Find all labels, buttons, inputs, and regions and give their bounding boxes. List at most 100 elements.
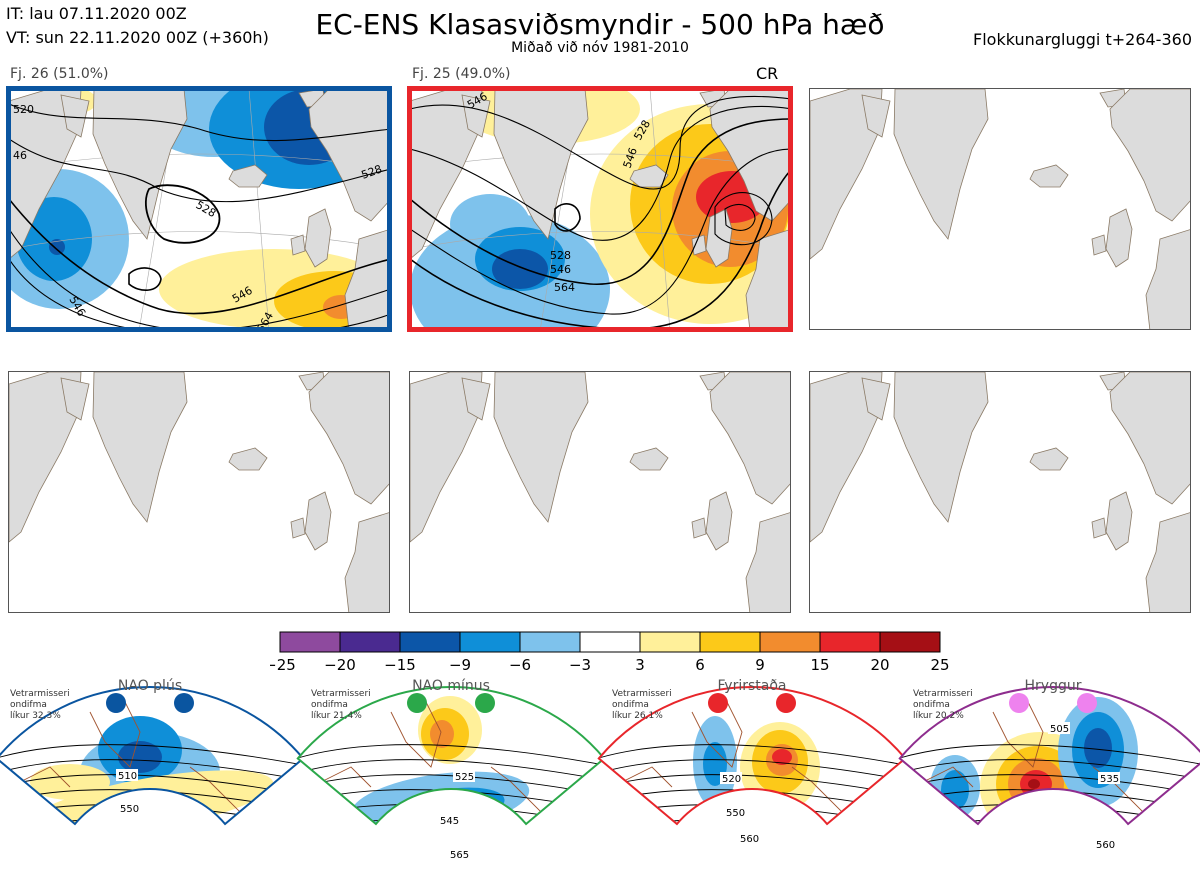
regime-note: líkur 21,4% <box>311 711 362 721</box>
regime-coast-greenland <box>89 701 141 768</box>
colorbar-swatch <box>639 631 701 653</box>
landmass-baffin <box>60 377 90 421</box>
regime-dot <box>174 693 194 713</box>
valid-time: VT: sun 22.11.2020 00Z (+360h) <box>6 28 269 47</box>
anomaly-area <box>49 239 65 255</box>
graticule-line <box>9 231 389 250</box>
regime-dot <box>106 693 126 713</box>
issue-time: IT: lau 07.11.2020 00Z <box>6 4 187 23</box>
cluster-map-1: 520 528 528 546 546 564 46 <box>8 88 390 330</box>
regime-dot <box>1077 693 1097 713</box>
regime-dot <box>475 693 495 713</box>
regime-anomaly <box>772 749 792 765</box>
landmass-baffin <box>60 94 90 138</box>
regime-dot <box>708 693 728 713</box>
height-contour <box>554 203 581 232</box>
landmass-ireland <box>691 517 707 539</box>
graticule-line <box>410 231 790 250</box>
regime-anomaly <box>430 720 454 748</box>
height-contour <box>9 198 389 315</box>
regime-contour <box>899 804 1200 825</box>
map-svg <box>410 372 790 612</box>
regime-label-bg <box>448 848 470 860</box>
regime-panel-1: 510 550 NAO plús Vetrarmisseriondifmalíkur … <box>0 678 305 826</box>
colorbar-svg: −25 −20 −15 −9 −6 −3 3 6 9 15 20 25 <box>264 631 950 674</box>
landmass-great-britain <box>304 491 332 551</box>
cluster-frame-2 <box>407 86 793 332</box>
colorbar-swatch <box>699 631 761 653</box>
regime-coast-america <box>621 766 673 788</box>
regime-outline <box>597 686 907 826</box>
empty-map-6 <box>809 371 1191 613</box>
regime-note: líkur 20,2% <box>913 711 964 721</box>
colorbar-swatch <box>279 631 341 653</box>
landmass-canada <box>810 89 883 260</box>
regime-outline <box>898 685 1200 826</box>
contour-label: 520 <box>13 103 34 116</box>
colorbar-swatch <box>579 631 641 653</box>
map-svg <box>810 89 1190 329</box>
landmass-baffin <box>861 377 891 421</box>
colorbar: −25 −20 −15 −9 −6 −3 3 6 9 15 20 25 <box>264 630 960 674</box>
regime-outline <box>0 686 305 826</box>
colorbar-tick-label: 9 <box>755 656 765 672</box>
landmass-canada <box>9 89 82 260</box>
height-contour <box>9 228 389 329</box>
regime-label-bg <box>1048 722 1070 734</box>
landmass-greenland <box>893 372 989 523</box>
regime-contour-label: 545 <box>440 816 459 827</box>
regime-note: ondifma <box>311 700 348 710</box>
regime-name: NAO plús <box>118 678 182 694</box>
height-contour <box>128 267 162 291</box>
regime-note: Vetrarmisseri <box>10 689 70 699</box>
anomaly-area <box>492 249 548 289</box>
contour-label: 46 <box>13 149 27 162</box>
regime-label-bg <box>118 802 140 814</box>
regime-label-bg <box>116 769 138 781</box>
regime-note: Vetrarmisseri <box>311 689 371 699</box>
regime-contour-label: 520 <box>722 774 741 785</box>
landmass-europe <box>745 512 790 612</box>
landmass-greenland <box>493 89 589 240</box>
empty-map-5 <box>409 371 791 613</box>
regime-coast-america <box>922 766 974 788</box>
landmass-iceland <box>629 164 669 188</box>
landmass-baffin <box>861 94 891 138</box>
landmass-europe <box>745 229 790 329</box>
cluster-window: Flokkunargluggi t+264-360 <box>973 30 1192 49</box>
regime-contour-label: 505 <box>1050 724 1069 735</box>
regime-label-bg <box>438 814 460 826</box>
landmass-canada <box>410 372 483 543</box>
regime-note: líkur 26,1% <box>612 711 663 721</box>
regime-anomaly <box>1084 728 1112 768</box>
colorbar-tick-label: −20 <box>324 656 356 672</box>
regime-contour <box>0 819 304 825</box>
regime-note: líkur 32,3% <box>10 711 61 721</box>
landmass-scandinavia <box>709 372 790 505</box>
landmass-iceland <box>1029 447 1069 471</box>
colorbar-swatch <box>339 631 401 653</box>
regime-contour-label: 550 <box>726 808 745 819</box>
colorbar-swatch <box>879 631 941 653</box>
regime-contour <box>899 819 1200 825</box>
colorbar-tick-label: −15 <box>384 656 416 672</box>
land-group <box>9 89 389 329</box>
regime-label-bg <box>453 770 475 782</box>
height-contour <box>714 192 773 246</box>
regime-contour-label: 565 <box>450 850 469 861</box>
empty-map-4 <box>8 371 390 613</box>
page-title: EC-ENS Klasasviðsmyndir - 500 hPa hæð <box>315 8 885 41</box>
regime-name: NAO mínus <box>412 678 490 694</box>
regime-anomaly <box>30 764 110 800</box>
landmass-canada <box>810 372 883 543</box>
landmass-iceland <box>1029 164 1069 188</box>
regime-coast-greenland <box>992 701 1044 768</box>
regime-coast-america <box>320 766 372 788</box>
regime-anomaly <box>432 792 488 812</box>
regime-coast-america <box>19 766 71 788</box>
land-group <box>810 372 1190 612</box>
regime-contour <box>863 835 1200 862</box>
colorbar-tick-label: 25 <box>930 656 949 672</box>
